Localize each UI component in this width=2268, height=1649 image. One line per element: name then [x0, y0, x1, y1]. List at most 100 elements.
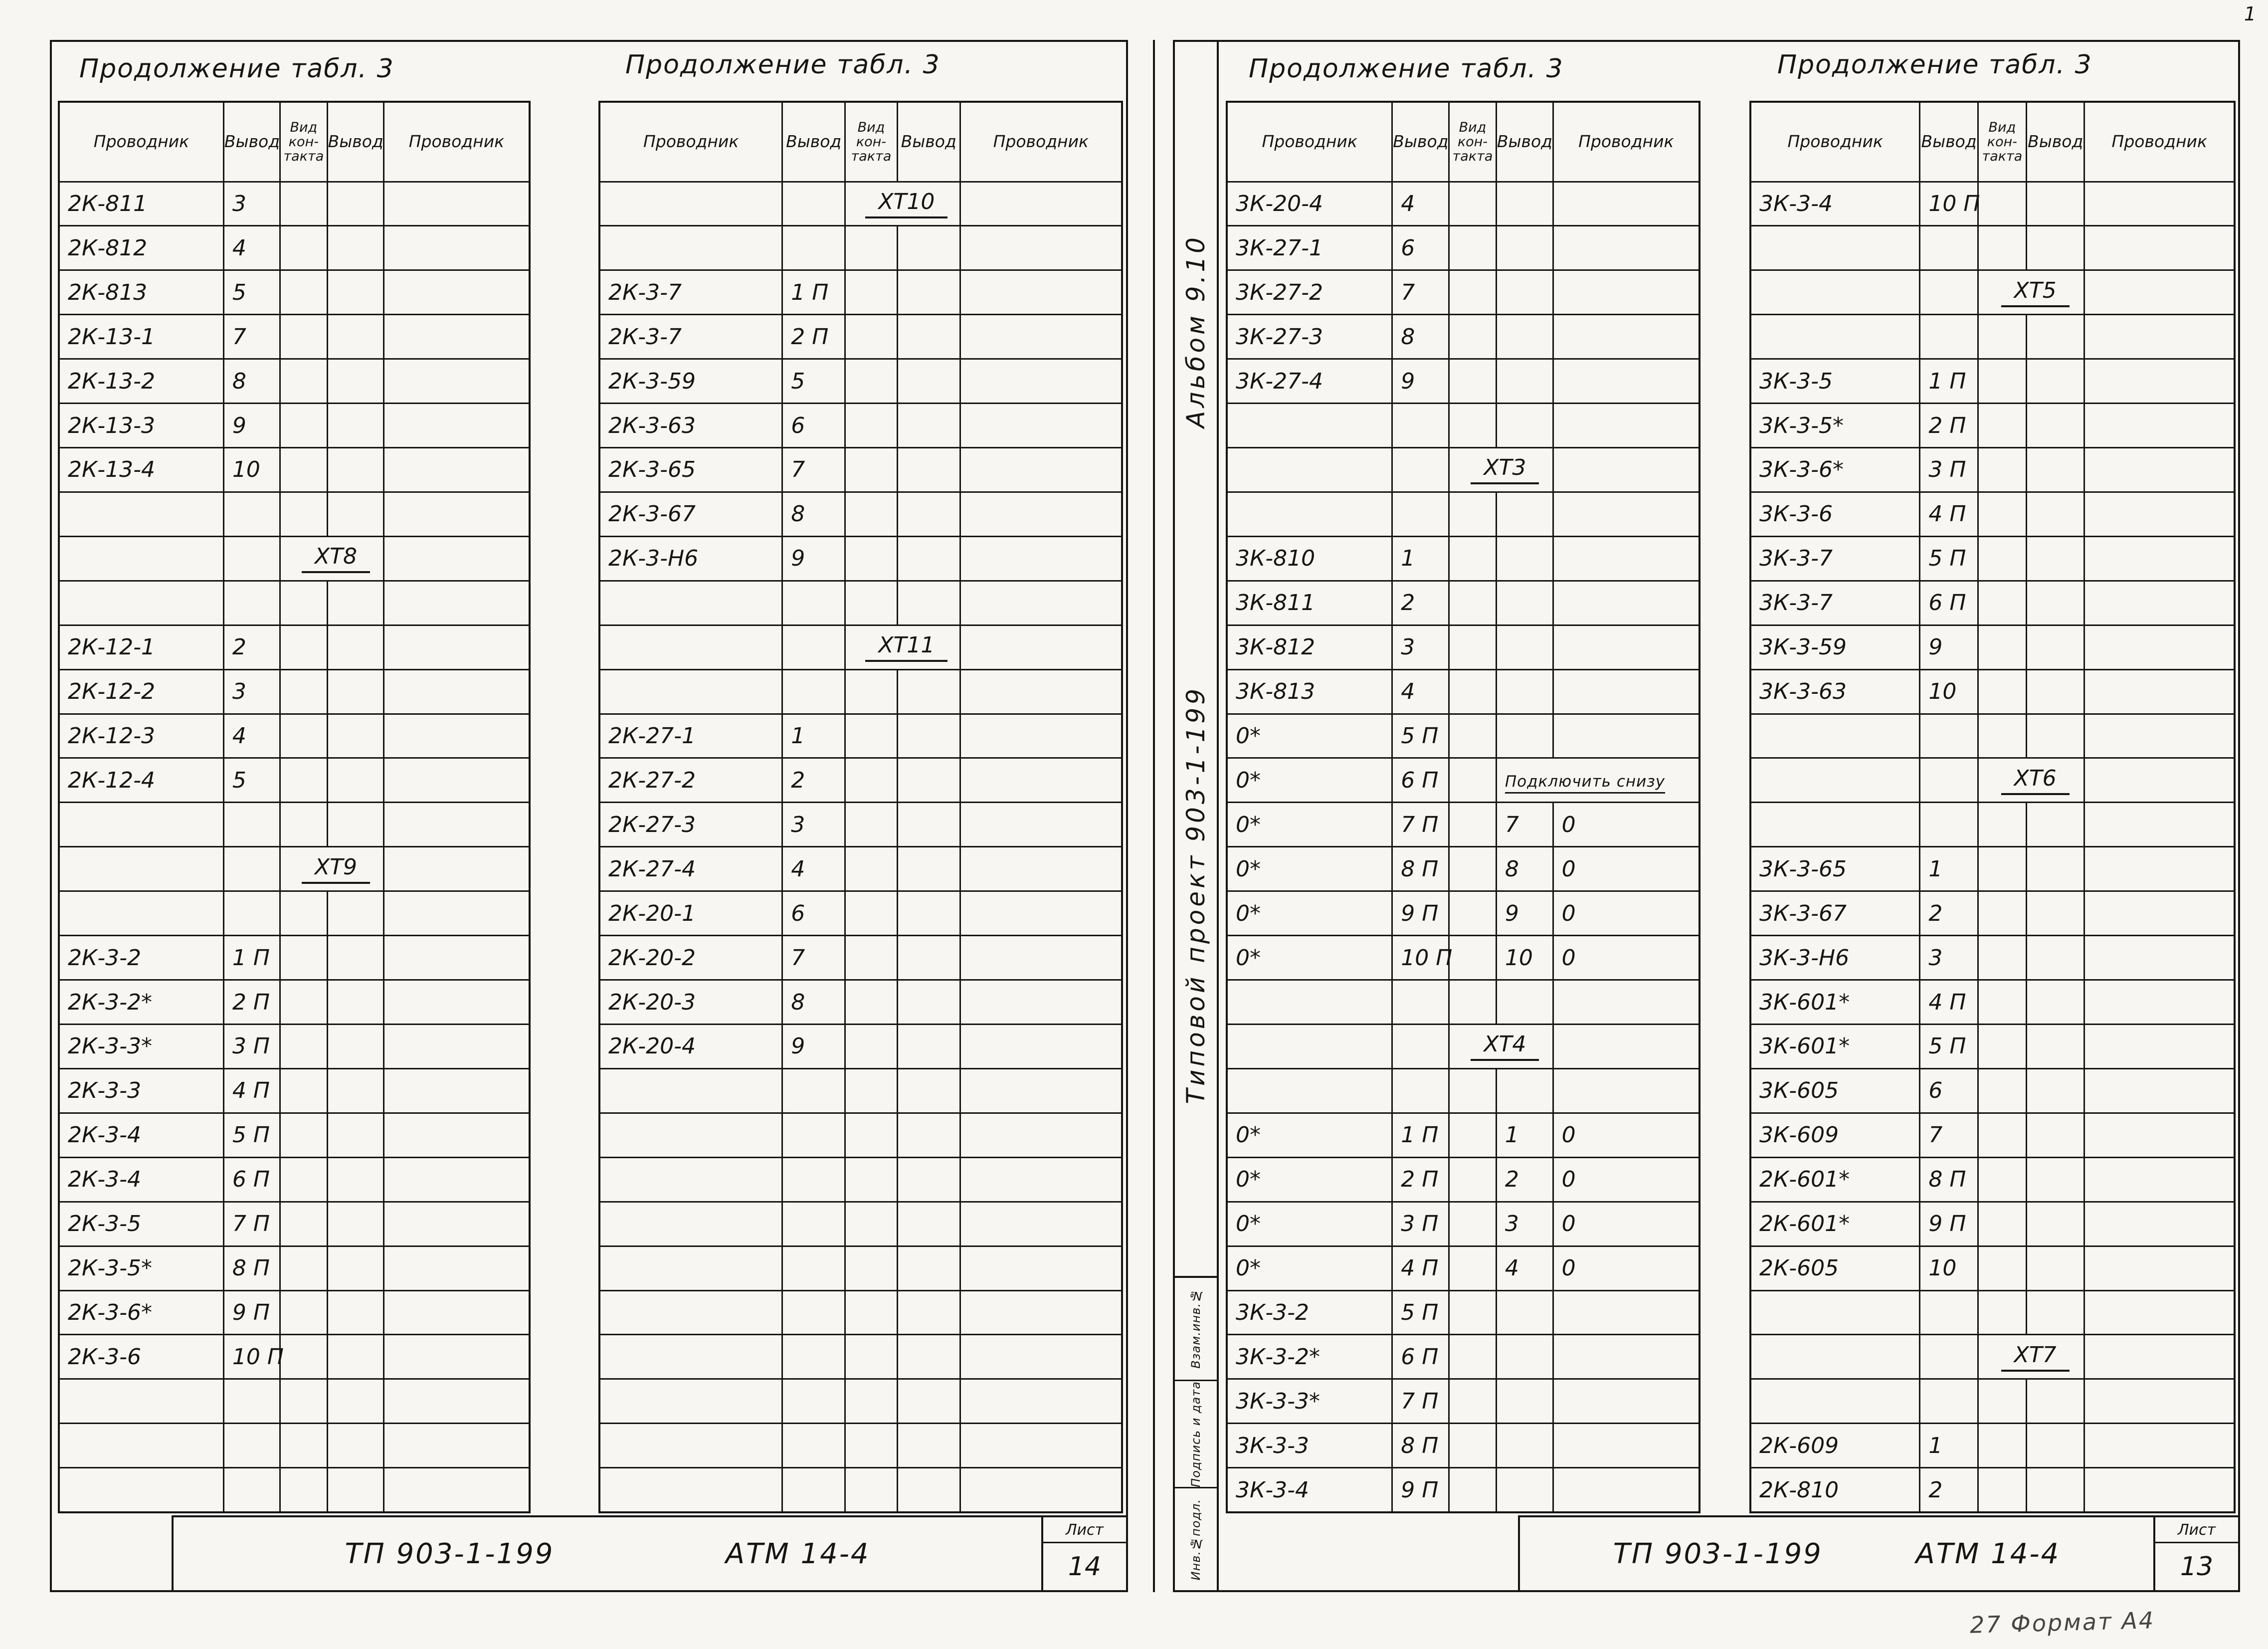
column-header: Вид кон- такта: [1448, 101, 1497, 183]
cell-empty: [2025, 535, 2085, 582]
cell-value: 10: [1928, 1255, 1957, 1281]
cell-empty: [1448, 1112, 1497, 1158]
table-row: 3К-3-63 10: [1749, 668, 2236, 715]
cell-empty: [1977, 358, 2027, 405]
cell-empty: [959, 314, 1123, 360]
cell-empty: [2083, 491, 2236, 537]
cell-empty: [2025, 668, 2085, 715]
cell-value: 3К-27-2: [1236, 279, 1323, 305]
cell-value: 2: [1928, 900, 1943, 926]
cell-value: 7 П: [232, 1211, 270, 1237]
table-row: 2К-3-2 1 П: [58, 935, 531, 981]
table-row: 3К-3-5* 2 П: [1749, 403, 2236, 449]
column-header: Проводник: [58, 101, 224, 183]
cell: 3К-3-59: [1749, 624, 1921, 670]
cell-value: 1: [1928, 856, 1943, 882]
cell-value: 5 П: [1928, 546, 1966, 572]
cell-value: 2К-810: [1759, 1477, 1839, 1503]
cell-value: 3К-3-3*: [1236, 1388, 1320, 1414]
cell-value: 4 П: [1928, 501, 1966, 527]
cell-empty: [1391, 403, 1450, 449]
cell-empty: [2025, 979, 2085, 1026]
cell: 2К-3-4: [58, 1112, 224, 1158]
cell: 3К-3-5: [1749, 358, 1921, 405]
cell-empty: [1448, 846, 1497, 892]
connector-cell: ХТ9: [279, 846, 384, 892]
page-right: Альбом 9.10 Типовой проект 903-1-199 Вза…: [1173, 40, 2240, 1592]
table-row: [1749, 225, 2236, 271]
cell-empty: [844, 1334, 898, 1380]
cell-empty: [1448, 1423, 1497, 1469]
cell-value: 2К-3-3: [68, 1078, 141, 1104]
cell-empty: [1495, 1467, 1554, 1513]
cell-value: 7: [1928, 1122, 1943, 1148]
cell: 0: [1552, 1156, 1701, 1203]
cell: 5 П: [222, 1112, 281, 1158]
cell: 7: [1391, 269, 1450, 316]
cell-value: 2К-3-4: [68, 1122, 141, 1148]
cell-value: 2К-20-2: [608, 945, 696, 971]
cell-empty: [1977, 624, 2027, 670]
cell: 2К-13-2: [58, 358, 224, 405]
cell-value: 2: [232, 634, 246, 660]
table-row: [58, 1467, 531, 1513]
cell-empty: [896, 535, 961, 582]
cell-empty: [1552, 979, 1701, 1026]
cell: 2К-3-65: [598, 447, 783, 493]
cell: 3: [222, 181, 281, 227]
cell-empty: [382, 1067, 531, 1114]
table-row: 3К-3-59 9: [1749, 624, 2236, 670]
cell-empty: [1552, 535, 1701, 582]
cell-value: 2К-601*: [1759, 1211, 1850, 1237]
cell-empty: [844, 580, 898, 626]
cell-empty: [1749, 1334, 1921, 1380]
cell-empty: [598, 1289, 783, 1336]
cell: 3К-3-6: [1749, 491, 1921, 537]
cell-empty: [2025, 1156, 2085, 1203]
cell-value: 2К-27-2: [608, 767, 696, 793]
cell: 6: [1919, 1067, 1979, 1114]
cell: 3К-3-3: [1226, 1423, 1393, 1469]
cell-value: 3К-3-6: [1759, 501, 1833, 527]
cell-value: 3К-27-3: [1236, 324, 1323, 350]
cell-empty: [1448, 668, 1497, 715]
cell-value: 4: [791, 856, 805, 882]
cell-empty: [2025, 580, 2085, 626]
cell-empty: [326, 624, 384, 670]
cell-empty: [2083, 1289, 2236, 1336]
cell-empty: [1495, 491, 1554, 537]
cell-value: 3К-605: [1759, 1078, 1839, 1104]
table-row: 0* 4 П 4 0: [1226, 1245, 1701, 1291]
cell-empty: [896, 358, 961, 405]
cell-empty: [1391, 979, 1450, 1026]
column-header: Вид кон- такта: [1977, 101, 2027, 183]
cell-value: 2К-811: [68, 191, 148, 216]
table-row: 3К-3-4 10 П: [1749, 181, 2236, 227]
cell-empty: [1495, 358, 1554, 405]
table-title: Продолжение табл. 3: [79, 54, 394, 84]
table-row: 2К-12-1 2: [58, 624, 531, 670]
cell-value: 2К-13-3: [68, 412, 155, 438]
cell: 3К-20-4: [1226, 181, 1393, 227]
cell-value: 7 П: [1401, 1388, 1439, 1414]
cell-empty: [896, 890, 961, 937]
cell-empty: [598, 1378, 783, 1425]
table-row: 2К-601* 9 П: [1749, 1201, 2236, 1247]
cell: 0*: [1226, 1112, 1393, 1158]
cell-value: 0*: [1236, 856, 1261, 882]
table-row: 2К-13-4 10: [58, 447, 531, 493]
cell-empty: [2025, 1378, 2085, 1425]
cell-value: 3К-812: [1236, 634, 1316, 660]
cell-value: 3К-3-67: [1759, 900, 1847, 926]
column-header: Вывод: [1919, 101, 1979, 183]
cell-empty: [844, 358, 898, 405]
cell-value: 2К-3-2: [68, 945, 141, 971]
cell-value: 2К-13-2: [68, 368, 155, 394]
table-row: 2К-3-Н6 9: [598, 535, 1123, 582]
cell-empty: [959, 181, 1123, 227]
cell-value: 9: [791, 1033, 805, 1059]
cell-value: 2К-27-1: [608, 723, 696, 749]
cell-empty: [2025, 181, 2085, 227]
table-row: 3К-20-4 4: [1226, 181, 1701, 227]
cell: 6 П: [1391, 757, 1450, 804]
